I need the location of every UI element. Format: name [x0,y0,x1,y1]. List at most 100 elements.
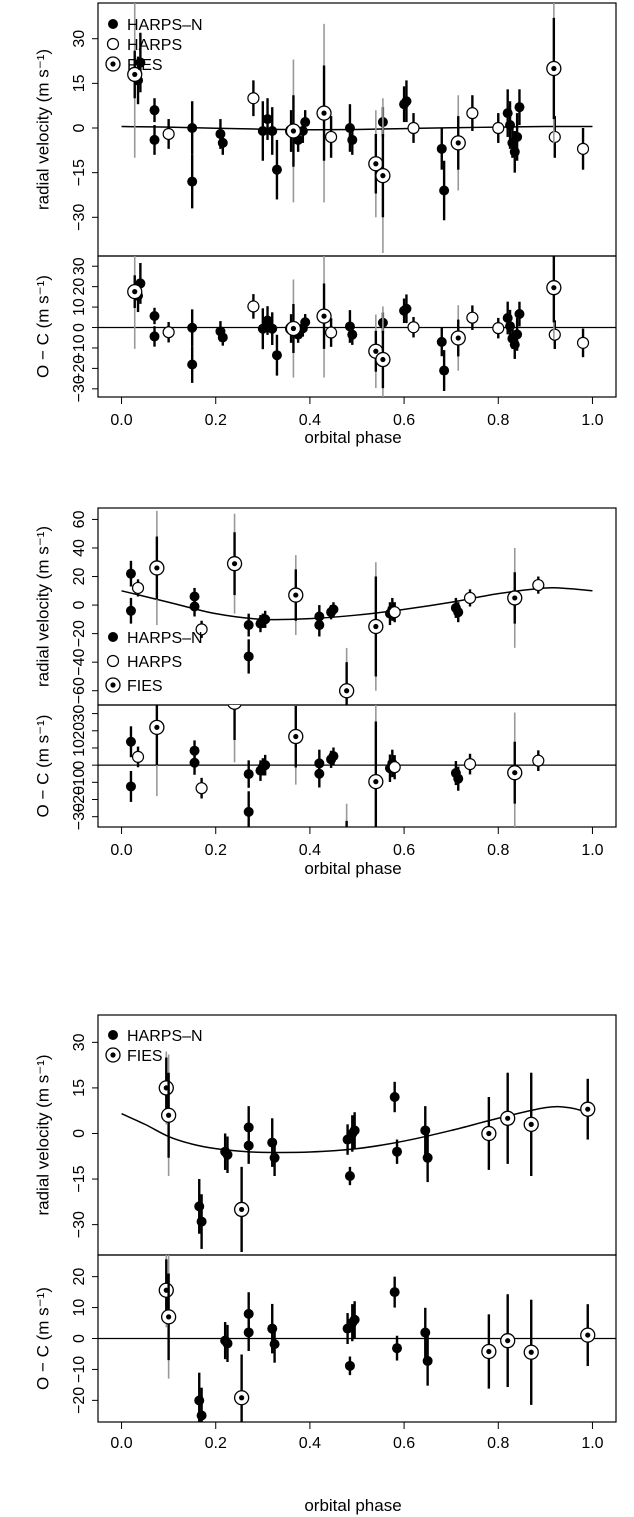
data-point-filled [514,102,525,113]
x-tick-label: 1.0 [581,842,603,859]
data-point-dotted [227,705,242,710]
data-point-filled [187,322,198,333]
data-point-open [195,782,208,795]
data-point-filled [149,310,160,321]
data-point-open [466,311,479,324]
data-point-filled [300,117,311,128]
data-point-dotted-dot [486,1348,492,1355]
res-y-tick-label: −10 [71,769,88,796]
data-point-filled [243,806,254,817]
data-point-dotted-dot [505,1115,511,1121]
data-point-open [162,326,175,339]
rv-panel-frame [97,507,617,706]
res-y-tick-label: −10 [71,334,88,361]
rv-points [125,510,545,705]
x-tick-label: 0.0 [110,412,132,429]
x-tick-label: 0.8 [487,412,509,429]
data-point-filled [189,601,200,612]
rv-y-tick-label: 20 [71,568,88,586]
data-point-dotted-dot [528,1121,534,1127]
data-point-filled [422,1152,433,1163]
data-point-open [532,578,545,592]
data-point-filled [267,125,278,136]
data-point-dotted-dot [290,128,297,134]
residual-panel-frame [97,255,617,398]
data-point-open [492,322,505,335]
res-y-tick-label: 0 [71,761,88,770]
legend-marker-dot [110,682,116,688]
data-point-filled [187,359,198,370]
data-point-dotted-dot [585,1106,591,1112]
x-tick-label: 0.0 [110,1435,132,1452]
data-point-open [195,623,208,636]
legend-marker [106,37,120,51]
res-y-tick-label: 10 [71,1299,88,1317]
legend-label: HARPS–N [127,17,203,34]
model-curve [121,586,593,621]
rv-points [158,1051,596,1252]
data-point-dotted-dot [154,724,160,730]
data-point-filled [243,1327,254,1338]
data-point-dotted-dot [380,356,386,363]
data-point-open [532,754,545,767]
rv-y-tick-label: −60 [71,677,88,704]
data-point-open [492,121,505,135]
data-point-filled [347,329,358,340]
data-point-dotted-dot [373,348,379,354]
legend-marker [108,632,118,642]
rv-points [127,3,590,254]
data-point-filled [436,143,447,154]
data-point-filled [262,114,273,125]
legend: HARPS–N HARPS FIES [105,17,203,74]
data-point-filled [512,329,523,340]
data-point-dotted-dot [380,173,386,179]
data-point-open [548,328,561,341]
data-point-filled [269,1339,280,1350]
data-point-open [388,606,401,619]
residual-points [127,256,590,397]
legend: HARPS–N FIES [105,1028,203,1065]
res-y-tick-label: −30 [71,375,88,402]
residual-points [125,705,545,827]
data-point-filled [420,1327,431,1338]
data-point-dotted-dot [512,595,518,601]
data-point-filled [243,651,254,662]
data-point-filled [349,1314,360,1325]
legend-label: HARPS [127,654,182,671]
data-point-open [463,758,477,771]
rv-y-tick-label: 40 [71,539,88,557]
x-axis-title: orbital phase [304,859,401,878]
x-tick-label: 1.0 [581,412,603,429]
data-point-open [247,300,260,313]
res-y-tick-label: 0 [71,1334,88,1343]
data-point-dotted-dot [293,592,299,598]
rv-y-tick-label: −15 [71,1165,88,1192]
data-point-filled [257,125,268,136]
data-point-filled [401,96,412,107]
legend-marker [106,654,120,668]
data-point-filled [392,1146,403,1157]
data-point-filled [222,1149,233,1160]
rv-y-tick-label: 0 [71,123,88,132]
data-point-filled [505,120,516,131]
data-point-filled [125,781,136,792]
data-point-filled [269,1152,280,1163]
x-axis-title: orbital phase [304,428,401,447]
data-point-filled [422,1355,433,1366]
rv-y-tick-label: −20 [71,620,88,647]
data-point-filled [149,105,160,116]
legend-label: FIES [127,57,163,74]
x-tick-label: 0.6 [393,1435,415,1452]
data-point-dotted-dot [166,1112,172,1118]
rv-y-tick-label: 30 [71,30,88,48]
data-point-filled [314,620,325,631]
data-point-filled [512,131,523,142]
data-point-filled [314,768,325,779]
res-y-tick-label: 30 [71,705,88,723]
data-point-open [162,127,175,141]
legend-marker [108,1030,118,1040]
data-point-filled [271,164,282,175]
data-point-filled [439,365,450,376]
data-point-filled [328,751,339,762]
rv-y-axis-title: radial velocity (m s⁻¹) [33,526,52,687]
